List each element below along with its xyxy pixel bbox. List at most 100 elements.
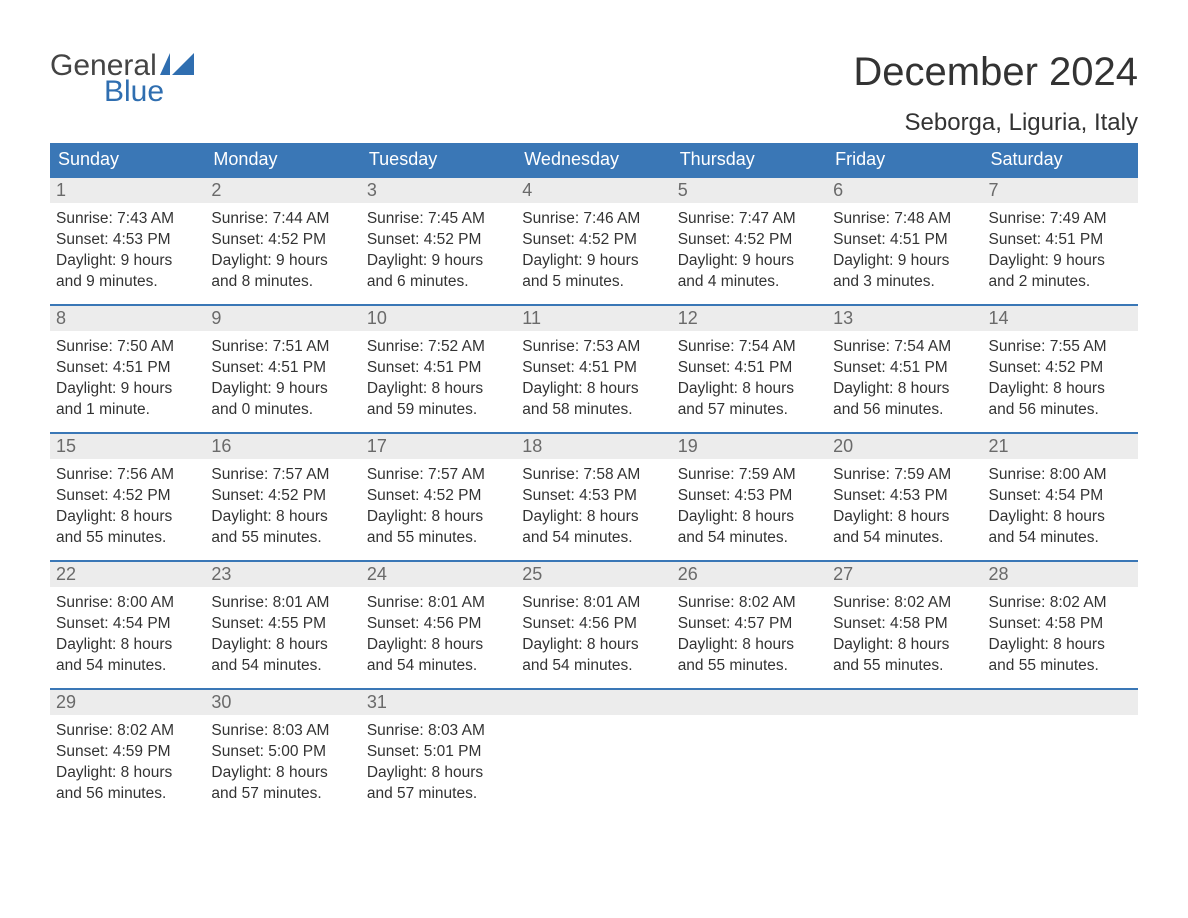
- day-number: 2: [205, 176, 360, 203]
- day-detail-line: Sunset: 4:52 PM: [367, 486, 510, 507]
- day-detail-line: Sunrise: 7:45 AM: [367, 209, 510, 230]
- day-detail-line: Daylight: 8 hours: [989, 379, 1132, 400]
- day-details: Sunrise: 7:43 AMSunset: 4:53 PMDaylight:…: [50, 203, 205, 297]
- day-detail-line: Sunrise: 7:57 AM: [211, 465, 354, 486]
- weekday-header: Thursday: [672, 143, 827, 176]
- calendar-day-cell: 18Sunrise: 7:58 AMSunset: 4:53 PMDayligh…: [516, 432, 671, 560]
- day-detail-line: and 59 minutes.: [367, 400, 510, 421]
- day-detail-line: Daylight: 8 hours: [833, 379, 976, 400]
- day-detail-line: and 8 minutes.: [211, 272, 354, 293]
- calendar-day-cell: 27Sunrise: 8:02 AMSunset: 4:58 PMDayligh…: [827, 560, 982, 688]
- day-detail-line: Daylight: 8 hours: [522, 635, 665, 656]
- day-detail-line: Sunset: 4:58 PM: [989, 614, 1132, 635]
- day-detail-line: Daylight: 9 hours: [211, 379, 354, 400]
- day-detail-line: Daylight: 8 hours: [367, 635, 510, 656]
- day-detail-line: Sunrise: 8:02 AM: [833, 593, 976, 614]
- day-detail-line: Sunrise: 7:44 AM: [211, 209, 354, 230]
- calendar-day-cell: 28Sunrise: 8:02 AMSunset: 4:58 PMDayligh…: [983, 560, 1138, 688]
- day-number: 4: [516, 176, 671, 203]
- day-number: 25: [516, 560, 671, 587]
- day-detail-line: Sunset: 4:52 PM: [522, 230, 665, 251]
- day-details: Sunrise: 8:03 AMSunset: 5:00 PMDaylight:…: [205, 715, 360, 809]
- calendar-week-row: 8Sunrise: 7:50 AMSunset: 4:51 PMDaylight…: [50, 304, 1138, 432]
- day-detail-line: and 55 minutes.: [989, 656, 1132, 677]
- day-detail-line: and 54 minutes.: [56, 656, 199, 677]
- day-details: Sunrise: 7:51 AMSunset: 4:51 PMDaylight:…: [205, 331, 360, 425]
- day-detail-line: Sunrise: 7:53 AM: [522, 337, 665, 358]
- day-detail-line: Sunrise: 7:43 AM: [56, 209, 199, 230]
- day-details: Sunrise: 8:01 AMSunset: 4:56 PMDaylight:…: [361, 587, 516, 681]
- calendar-day-cell: 10Sunrise: 7:52 AMSunset: 4:51 PMDayligh…: [361, 304, 516, 432]
- day-detail-line: and 54 minutes.: [367, 656, 510, 677]
- day-detail-line: Sunset: 4:56 PM: [522, 614, 665, 635]
- calendar-day-cell: 6Sunrise: 7:48 AMSunset: 4:51 PMDaylight…: [827, 176, 982, 304]
- calendar-table: SundayMondayTuesdayWednesdayThursdayFrid…: [50, 143, 1138, 816]
- day-detail-line: and 55 minutes.: [367, 528, 510, 549]
- weekday-header: Saturday: [983, 143, 1138, 176]
- weekday-header: Sunday: [50, 143, 205, 176]
- day-detail-line: and 56 minutes.: [833, 400, 976, 421]
- day-detail-line: Sunrise: 8:03 AM: [367, 721, 510, 742]
- day-detail-line: Daylight: 8 hours: [367, 379, 510, 400]
- day-detail-line: Sunset: 4:52 PM: [211, 486, 354, 507]
- day-details: Sunrise: 7:52 AMSunset: 4:51 PMDaylight:…: [361, 331, 516, 425]
- day-detail-line: Sunset: 4:53 PM: [678, 486, 821, 507]
- weekday-header: Tuesday: [361, 143, 516, 176]
- day-detail-line: and 2 minutes.: [989, 272, 1132, 293]
- calendar-day-cell: 17Sunrise: 7:57 AMSunset: 4:52 PMDayligh…: [361, 432, 516, 560]
- day-detail-line: Daylight: 8 hours: [367, 507, 510, 528]
- calendar-day-cell: [827, 688, 982, 816]
- day-details: Sunrise: 7:56 AMSunset: 4:52 PMDaylight:…: [50, 459, 205, 553]
- day-detail-line: Sunset: 4:51 PM: [56, 358, 199, 379]
- title-block: December 2024 Seborga, Liguria, Italy: [853, 20, 1138, 137]
- calendar-day-cell: 24Sunrise: 8:01 AMSunset: 4:56 PMDayligh…: [361, 560, 516, 688]
- day-detail-line: Sunset: 4:51 PM: [367, 358, 510, 379]
- day-detail-line: Sunset: 4:55 PM: [211, 614, 354, 635]
- calendar-day-cell: 21Sunrise: 8:00 AMSunset: 4:54 PMDayligh…: [983, 432, 1138, 560]
- day-detail-line: Sunrise: 8:02 AM: [56, 721, 199, 742]
- day-detail-line: and 57 minutes.: [678, 400, 821, 421]
- day-number: 9: [205, 304, 360, 331]
- day-number: [672, 688, 827, 715]
- day-detail-line: Sunset: 4:53 PM: [833, 486, 976, 507]
- day-detail-line: and 56 minutes.: [56, 784, 199, 805]
- day-number: [983, 688, 1138, 715]
- day-detail-line: Sunrise: 7:48 AM: [833, 209, 976, 230]
- day-detail-line: and 56 minutes.: [989, 400, 1132, 421]
- day-details: Sunrise: 8:01 AMSunset: 4:56 PMDaylight:…: [516, 587, 671, 681]
- calendar-week-row: 22Sunrise: 8:00 AMSunset: 4:54 PMDayligh…: [50, 560, 1138, 688]
- day-detail-line: Daylight: 9 hours: [989, 251, 1132, 272]
- day-detail-line: Sunset: 4:54 PM: [56, 614, 199, 635]
- day-detail-line: Sunrise: 8:02 AM: [678, 593, 821, 614]
- day-number: 30: [205, 688, 360, 715]
- day-detail-line: Sunset: 4:56 PM: [367, 614, 510, 635]
- calendar-day-cell: 29Sunrise: 8:02 AMSunset: 4:59 PMDayligh…: [50, 688, 205, 816]
- calendar-day-cell: 23Sunrise: 8:01 AMSunset: 4:55 PMDayligh…: [205, 560, 360, 688]
- day-number: 5: [672, 176, 827, 203]
- day-detail-line: Daylight: 8 hours: [833, 507, 976, 528]
- calendar-day-cell: 14Sunrise: 7:55 AMSunset: 4:52 PMDayligh…: [983, 304, 1138, 432]
- day-detail-line: Daylight: 8 hours: [56, 763, 199, 784]
- day-detail-line: Sunrise: 7:54 AM: [678, 337, 821, 358]
- day-details: Sunrise: 8:03 AMSunset: 5:01 PMDaylight:…: [361, 715, 516, 809]
- day-detail-line: Sunrise: 7:47 AM: [678, 209, 821, 230]
- day-detail-line: Sunset: 4:51 PM: [678, 358, 821, 379]
- day-detail-line: Daylight: 9 hours: [678, 251, 821, 272]
- day-number: 27: [827, 560, 982, 587]
- day-details: Sunrise: 7:54 AMSunset: 4:51 PMDaylight:…: [672, 331, 827, 425]
- day-details: Sunrise: 7:58 AMSunset: 4:53 PMDaylight:…: [516, 459, 671, 553]
- day-detail-line: Sunset: 4:51 PM: [989, 230, 1132, 251]
- day-detail-line: and 54 minutes.: [989, 528, 1132, 549]
- day-number: 3: [361, 176, 516, 203]
- day-number: 31: [361, 688, 516, 715]
- day-detail-line: and 55 minutes.: [211, 528, 354, 549]
- day-number: 23: [205, 560, 360, 587]
- day-detail-line: Sunrise: 7:58 AM: [522, 465, 665, 486]
- logo-text-blue: Blue: [50, 76, 194, 108]
- day-number: [827, 688, 982, 715]
- calendar-day-cell: 25Sunrise: 8:01 AMSunset: 4:56 PMDayligh…: [516, 560, 671, 688]
- day-detail-line: Daylight: 8 hours: [989, 507, 1132, 528]
- calendar-day-cell: 13Sunrise: 7:54 AMSunset: 4:51 PMDayligh…: [827, 304, 982, 432]
- day-number: 6: [827, 176, 982, 203]
- day-detail-line: and 55 minutes.: [833, 656, 976, 677]
